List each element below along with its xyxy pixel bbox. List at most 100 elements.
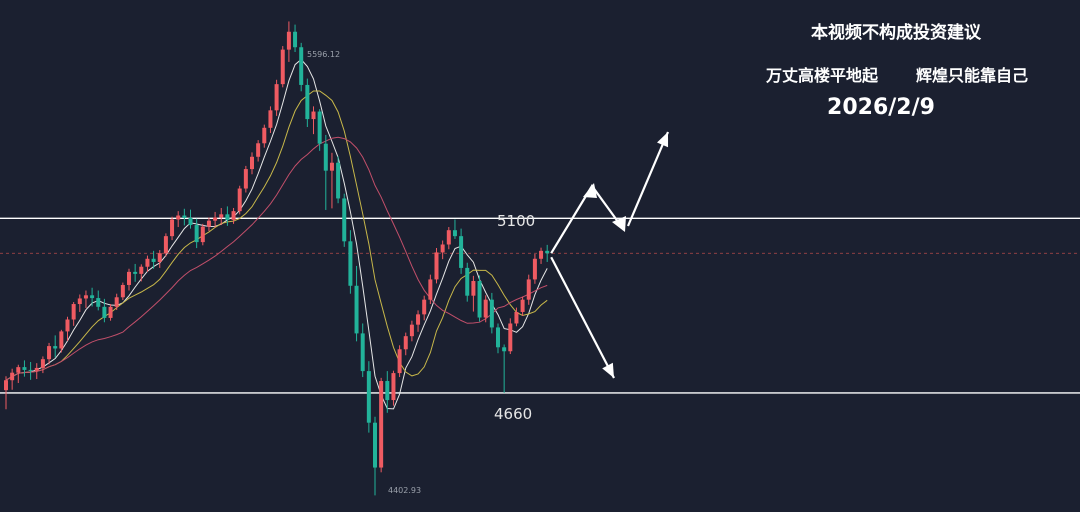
bullish-arrow: [626, 131, 670, 227]
candle-up: [65, 319, 70, 332]
candle-up: [40, 359, 45, 368]
candle-up: [329, 162, 334, 171]
candle-up: [422, 299, 427, 315]
candle-down: [182, 215, 187, 218]
candle-up: [397, 349, 402, 374]
candle-down: [342, 198, 347, 242]
candle-up: [139, 266, 144, 274]
candle-up: [231, 211, 236, 220]
ma-mid-line: [5, 90, 548, 381]
candle-up: [514, 311, 519, 324]
candle-up: [268, 110, 273, 128]
candle-up: [262, 127, 267, 144]
candle-up: [59, 331, 64, 349]
slogan-right: 辉煌只能靠自己: [916, 66, 1029, 85]
candle-up: [34, 367, 39, 371]
candle-down: [354, 285, 359, 334]
candle-down: [90, 295, 95, 299]
candle-up: [256, 143, 261, 157]
candle-down: [225, 214, 230, 220]
candle-up: [213, 217, 218, 221]
candle-up: [526, 279, 531, 300]
candle-down: [465, 267, 470, 296]
candle-up: [176, 215, 181, 220]
candle-up: [539, 250, 544, 259]
candle-up: [391, 373, 396, 401]
resistance-level-label: 5100: [497, 212, 536, 230]
candle-up: [16, 367, 21, 373]
candle-up: [206, 220, 211, 227]
candle-up: [274, 84, 279, 111]
high-extreme-label: 5596.12: [307, 50, 341, 59]
candle-up: [114, 297, 119, 307]
candle-down: [194, 225, 199, 243]
disclaimer-text: 本视频不构成投资建议: [811, 23, 981, 43]
support-level-label: 4660: [494, 405, 533, 423]
candle-up: [508, 323, 513, 352]
candle-up: [127, 271, 131, 285]
candle-up: [200, 226, 205, 243]
candle-up: [440, 244, 445, 253]
candle-up: [170, 219, 175, 237]
candle-down: [373, 422, 377, 468]
candle-up: [403, 336, 408, 350]
candle-up: [520, 299, 525, 312]
candle-up: [145, 258, 150, 267]
slogan-left: 万丈高楼平地起: [766, 66, 879, 85]
candle-up: [286, 31, 291, 50]
candle-down: [133, 271, 138, 274]
date-label: 2026/2/9: [827, 95, 935, 120]
candle-up: [77, 298, 82, 305]
candle-up: [157, 253, 162, 262]
arrow-head: [602, 362, 614, 378]
candle-down: [299, 47, 304, 85]
candle-up: [446, 230, 451, 245]
candle-up: [71, 304, 76, 320]
candle-down: [336, 162, 341, 199]
candle-down: [53, 346, 58, 349]
candle-down: [477, 281, 482, 318]
candle-down: [459, 236, 464, 268]
candle-up: [108, 306, 113, 318]
arrow-head: [656, 132, 669, 148]
candle-down: [348, 241, 353, 286]
candle-up: [483, 299, 488, 318]
candle-up: [379, 381, 384, 468]
candle-up: [311, 111, 316, 120]
candle-up: [428, 279, 433, 300]
candle-up: [219, 214, 224, 218]
candle-down: [323, 143, 328, 171]
candle-up: [434, 252, 439, 280]
candle-down: [28, 369, 33, 371]
candle-down: [385, 381, 390, 401]
arrow-shaft: [626, 131, 670, 227]
ma-fast-line: [5, 58, 548, 410]
candle-down: [22, 367, 27, 370]
candle-down: [496, 327, 500, 348]
candle-up: [120, 284, 125, 298]
bearish-arrow: [550, 256, 615, 379]
candle-up: [47, 346, 52, 360]
zigzag-peak-head: [583, 183, 597, 198]
candle-down: [489, 299, 494, 328]
candle-up: [416, 314, 421, 325]
candle-up: [250, 156, 254, 170]
candle-up: [409, 324, 414, 337]
candle-down: [366, 371, 371, 423]
candle-down: [293, 31, 298, 48]
candle-down: [502, 347, 507, 352]
arrow-shaft: [550, 256, 615, 379]
candle-down: [305, 84, 310, 120]
zigzag-trough-head: [612, 216, 626, 232]
candle-down: [151, 258, 156, 262]
candle-up: [4, 380, 8, 391]
candle-up: [243, 169, 248, 189]
candle-up: [532, 258, 537, 280]
candle-down: [188, 217, 193, 226]
candle-down: [102, 306, 107, 318]
candle-down: [545, 250, 550, 254]
candle-down: [96, 298, 101, 307]
candle-up: [163, 236, 168, 254]
